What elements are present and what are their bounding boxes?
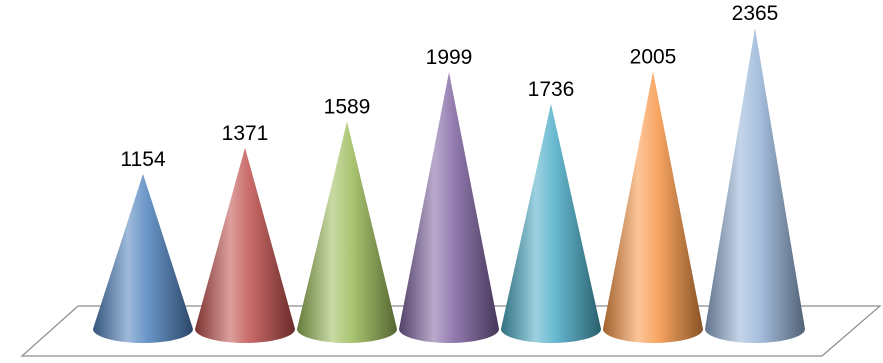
cone-3	[297, 121, 397, 344]
cone-series	[93, 28, 805, 344]
data-label-5: 1736	[528, 78, 575, 101]
data-label-4: 1999	[426, 46, 473, 69]
data-label-2: 1371	[222, 122, 269, 145]
cone-5	[501, 103, 601, 343]
cone-2	[195, 147, 295, 343]
data-label-1: 1154	[120, 148, 165, 171]
data-label-3: 1589	[324, 96, 371, 119]
cone-7	[705, 28, 805, 343]
data-labels: 1154 1371 1589 1999 1736 2005 2365	[120, 2, 778, 171]
cone-4	[399, 72, 499, 343]
data-label-7: 2365	[732, 2, 779, 25]
cone-1	[93, 173, 193, 343]
data-label-6: 2005	[630, 45, 677, 68]
cone-6	[603, 71, 703, 344]
